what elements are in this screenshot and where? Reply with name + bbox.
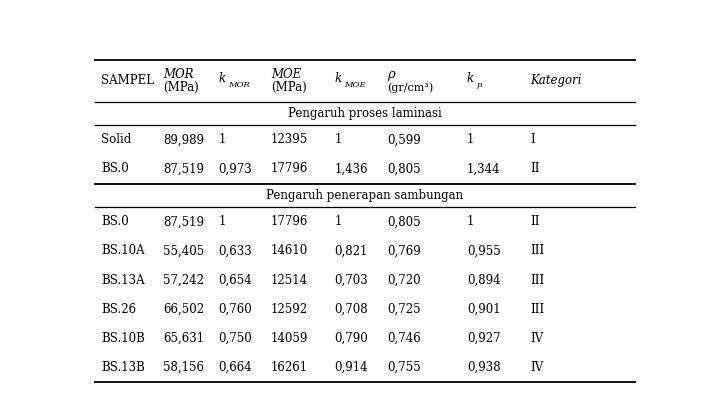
Text: BS.0: BS.0 [101,215,129,228]
Text: 1: 1 [219,215,226,228]
Text: 0,720: 0,720 [387,274,421,286]
Text: BS.26: BS.26 [101,302,136,316]
Text: 0,938: 0,938 [467,361,501,374]
Text: (MPa): (MPa) [271,81,307,95]
Text: II: II [530,215,540,228]
Text: Kategori: Kategori [530,74,582,88]
Text: MOR: MOR [164,67,194,81]
Text: k: k [467,72,474,85]
Text: 1: 1 [467,133,474,146]
Text: 87,519: 87,519 [164,215,204,228]
Text: 14610: 14610 [271,245,308,257]
Text: 12592: 12592 [271,302,308,316]
Text: 1: 1 [335,133,342,146]
Text: 0,914: 0,914 [335,361,368,374]
Text: 0,664: 0,664 [219,361,253,374]
Text: 17796: 17796 [271,162,308,175]
Text: 87,519: 87,519 [164,162,204,175]
Text: 12514: 12514 [271,274,308,286]
Text: III: III [530,245,545,257]
Text: 0,821: 0,821 [335,245,368,257]
Text: 0,769: 0,769 [387,245,421,257]
Text: MOR: MOR [228,81,250,89]
Text: 0,599: 0,599 [387,133,421,146]
Text: 0,805: 0,805 [387,162,421,175]
Text: BS.10A: BS.10A [101,245,145,257]
Text: k: k [335,72,342,85]
Text: BS.13A: BS.13A [101,274,145,286]
Text: 0,725: 0,725 [387,302,421,316]
Text: p: p [476,81,482,89]
Text: 0,790: 0,790 [335,332,368,345]
Text: 57,242: 57,242 [164,274,204,286]
Text: 0,755: 0,755 [387,361,421,374]
Text: 0,927: 0,927 [467,332,501,345]
Text: SAMPEL: SAMPEL [101,74,154,88]
Text: (gr/cm³): (gr/cm³) [387,83,433,93]
Text: 0,633: 0,633 [219,245,253,257]
Text: BS.13B: BS.13B [101,361,145,374]
Text: 55,405: 55,405 [164,245,205,257]
Text: 89,989: 89,989 [164,133,204,146]
Text: I: I [530,133,535,146]
Text: BS.0: BS.0 [101,162,129,175]
Text: (MPa): (MPa) [164,81,199,95]
Text: 0,901: 0,901 [467,302,501,316]
Text: 0,955: 0,955 [467,245,501,257]
Text: 0,973: 0,973 [219,162,253,175]
Text: 0,746: 0,746 [387,332,421,345]
Text: 0,805: 0,805 [387,215,421,228]
Text: 1: 1 [335,215,342,228]
Text: BS.10B: BS.10B [101,332,145,345]
Text: 1: 1 [219,133,226,146]
Text: 16261: 16261 [271,361,308,374]
Text: 1: 1 [467,215,474,228]
Text: 0,708: 0,708 [335,302,368,316]
Text: Pengaruh penerapan sambungan: Pengaruh penerapan sambungan [266,189,464,202]
Text: IV: IV [530,361,544,374]
Text: 58,156: 58,156 [164,361,204,374]
Text: 0,750: 0,750 [219,332,253,345]
Text: MOE: MOE [344,81,365,89]
Text: Solid: Solid [101,133,132,146]
Text: II: II [530,162,540,175]
Text: 0,760: 0,760 [219,302,253,316]
Text: III: III [530,274,545,286]
Text: 0,654: 0,654 [219,274,253,286]
Text: III: III [530,302,545,316]
Text: 14059: 14059 [271,332,308,345]
Text: 0,894: 0,894 [467,274,501,286]
Text: 17796: 17796 [271,215,308,228]
Text: 66,502: 66,502 [164,302,204,316]
Text: ρ: ρ [387,67,394,81]
Text: 1,436: 1,436 [335,162,368,175]
Text: IV: IV [530,332,544,345]
Text: k: k [219,72,226,85]
Text: 0,703: 0,703 [335,274,368,286]
Text: 65,631: 65,631 [164,332,204,345]
Text: Pengaruh proses laminasi: Pengaruh proses laminasi [288,107,441,120]
Text: 1,344: 1,344 [467,162,501,175]
Text: MOE: MOE [271,67,301,81]
Text: 12395: 12395 [271,133,308,146]
